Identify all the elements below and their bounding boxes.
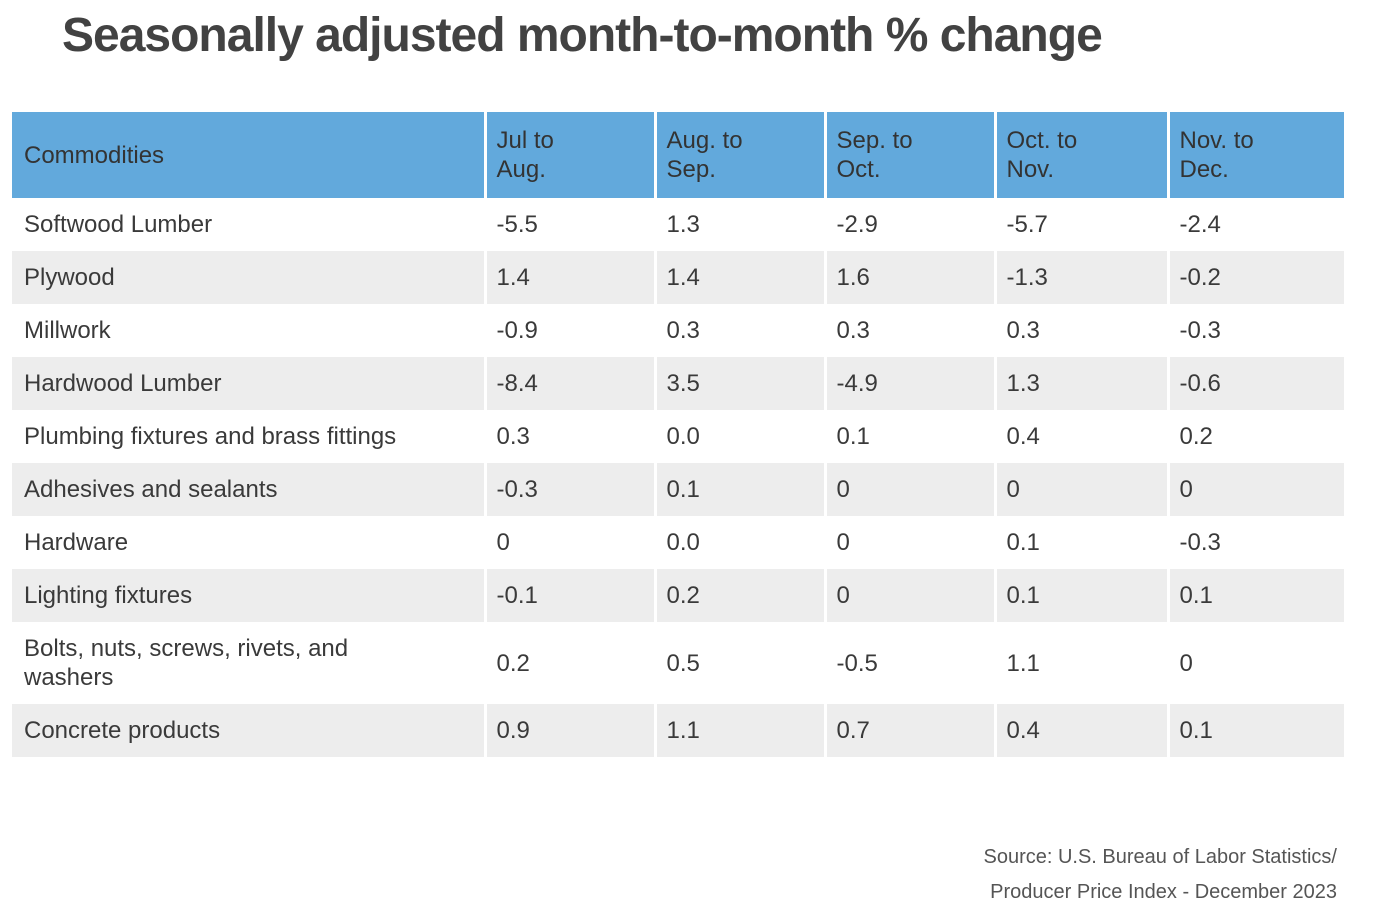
value-cell: 0.1 — [653, 463, 825, 516]
value-cell: -0.5 — [823, 622, 995, 704]
value-cell: 0.2 — [483, 622, 655, 704]
value-cell: -4.9 — [823, 357, 995, 410]
value-cell: 0.0 — [653, 516, 825, 569]
value-cell: 1.3 — [993, 357, 1168, 410]
value-cell: 3.5 — [653, 357, 825, 410]
commodity-name-cell: Bolts, nuts, screws, rivets, and washers — [12, 622, 485, 704]
value-cell: -0.6 — [1166, 357, 1344, 410]
value-cell: 0.4 — [993, 704, 1168, 757]
table-row: Millwork -0.9 0.3 0.3 0.3 -0.3 — [12, 304, 1344, 357]
commodity-name-cell: Softwood Lumber — [12, 198, 485, 251]
value-cell: -0.3 — [1166, 516, 1344, 569]
value-cell: -0.3 — [1166, 304, 1344, 357]
value-cell: 0 — [1166, 622, 1344, 704]
value-cell: -2.4 — [1166, 198, 1344, 251]
commodity-name-cell: Hardwood Lumber — [12, 357, 485, 410]
column-header-commodities: Commodities — [12, 112, 485, 198]
value-cell: 1.1 — [653, 704, 825, 757]
value-cell: 1.6 — [823, 251, 995, 304]
value-cell: 0.2 — [1166, 410, 1344, 463]
table-header: Commodities Jul to Aug. Aug. to Sep. Sep… — [12, 112, 1344, 198]
table-row: Bolts, nuts, screws, rivets, and washers… — [12, 622, 1344, 704]
column-header-aug-sep: Aug. to Sep. — [653, 112, 825, 198]
column-header-jul-aug: Jul to Aug. — [483, 112, 655, 198]
value-cell: -2.9 — [823, 198, 995, 251]
value-cell: -8.4 — [483, 357, 655, 410]
value-cell: -5.7 — [993, 198, 1168, 251]
commodity-name-cell: Concrete products — [12, 704, 485, 757]
table-row: Hardware 0 0.0 0 0.1 -0.3 — [12, 516, 1344, 569]
value-cell: 1.1 — [993, 622, 1168, 704]
value-cell: -0.2 — [1166, 251, 1344, 304]
value-cell: 0.2 — [653, 569, 825, 622]
value-cell: 1.3 — [653, 198, 825, 251]
column-header-sep-oct: Sep. to Oct. — [823, 112, 995, 198]
value-cell: 0 — [823, 516, 995, 569]
value-cell: 0 — [483, 516, 655, 569]
table-row: Lighting fixtures -0.1 0.2 0 0.1 0.1 — [12, 569, 1344, 622]
value-cell: 0.1 — [993, 516, 1168, 569]
commodity-name-cell: Lighting fixtures — [12, 569, 485, 622]
commodities-table: Commodities Jul to Aug. Aug. to Sep. Sep… — [12, 112, 1344, 757]
value-cell: 0.5 — [653, 622, 825, 704]
value-cell: 0.4 — [993, 410, 1168, 463]
value-cell: 1.4 — [653, 251, 825, 304]
value-cell: 0 — [993, 463, 1168, 516]
commodity-name-cell: Adhesives and sealants — [12, 463, 485, 516]
value-cell: 0.1 — [993, 569, 1168, 622]
value-cell: 0.1 — [823, 410, 995, 463]
value-cell: 0 — [1166, 463, 1344, 516]
value-cell: 0.3 — [653, 304, 825, 357]
value-cell: 0.7 — [823, 704, 995, 757]
table-body: Softwood Lumber -5.5 1.3 -2.9 -5.7 -2.4 … — [12, 198, 1344, 757]
page-title: Seasonally adjusted month-to-month % cha… — [62, 9, 1103, 62]
value-cell: -0.3 — [483, 463, 655, 516]
value-cell: 0.9 — [483, 704, 655, 757]
column-header-nov-dec: Nov. to Dec. — [1166, 112, 1344, 198]
commodity-name-cell: Millwork — [12, 304, 485, 357]
value-cell: 0.1 — [1166, 569, 1344, 622]
table-row: Plywood 1.4 1.4 1.6 -1.3 -0.2 — [12, 251, 1344, 304]
value-cell: -0.9 — [483, 304, 655, 357]
value-cell: 0 — [823, 463, 995, 516]
source-attribution: Source: U.S. Bureau of Labor Statistics/… — [983, 846, 1337, 903]
column-header-oct-nov: Oct. to Nov. — [993, 112, 1168, 198]
value-cell: 0.0 — [653, 410, 825, 463]
table-row: Plumbing fixtures and brass fittings 0.3… — [12, 410, 1344, 463]
table-row: Adhesives and sealants -0.3 0.1 0 0 0 — [12, 463, 1344, 516]
commodity-name-cell: Plumbing fixtures and brass fittings — [12, 410, 485, 463]
value-cell: -1.3 — [993, 251, 1168, 304]
value-cell: -0.1 — [483, 569, 655, 622]
commodity-name-cell: Hardware — [12, 516, 485, 569]
value-cell: -5.5 — [483, 198, 655, 251]
header-row: Commodities Jul to Aug. Aug. to Sep. Sep… — [12, 112, 1344, 198]
value-cell: 0.1 — [1166, 704, 1344, 757]
value-cell: 0.3 — [993, 304, 1168, 357]
table-row: Softwood Lumber -5.5 1.3 -2.9 -5.7 -2.4 — [12, 198, 1344, 251]
commodity-name-cell: Plywood — [12, 251, 485, 304]
value-cell: 0 — [823, 569, 995, 622]
value-cell: 1.4 — [483, 251, 655, 304]
table-row: Concrete products 0.9 1.1 0.7 0.4 0.1 — [12, 704, 1344, 757]
value-cell: 0.3 — [823, 304, 995, 357]
value-cell: 0.3 — [483, 410, 655, 463]
table-row: Hardwood Lumber -8.4 3.5 -4.9 1.3 -0.6 — [12, 357, 1344, 410]
